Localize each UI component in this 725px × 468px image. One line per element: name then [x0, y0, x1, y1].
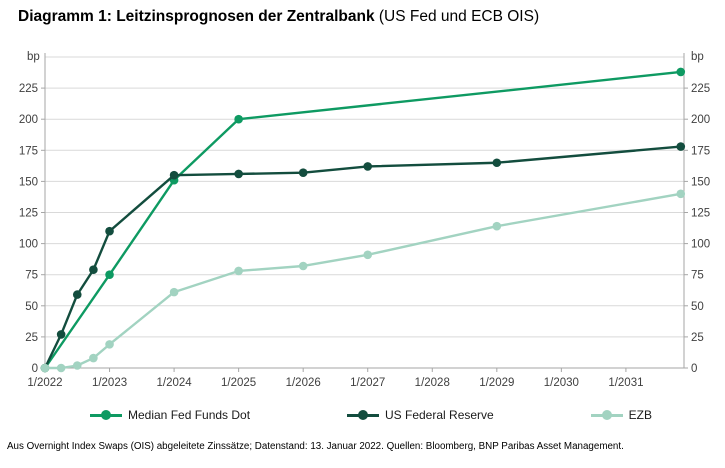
x-tick-label: 1/2031 [608, 377, 643, 389]
y-tick-label-left: 175 [19, 145, 38, 157]
data-point-us-federal-reserve [72, 290, 82, 299]
data-point-ezb [72, 361, 82, 370]
data-point-us-federal-reserve [234, 169, 243, 179]
y-tick-label-left: 100 [19, 239, 38, 251]
data-point-ezb [56, 363, 66, 373]
data-point-median-fed-funds-dot [234, 114, 243, 124]
y-tick-label-left: 125 [19, 208, 38, 220]
data-point-median-fed-funds-dot [676, 67, 686, 77]
legend-label: Median Fed Funds Dot [128, 408, 251, 422]
y-tick-label-right: 200 [691, 114, 710, 126]
data-point-ezb [492, 221, 502, 231]
y-axis-unit-label-left: bp [27, 51, 40, 63]
source-note: Aus Overnight Index Swaps (OIS) abgeleit… [7, 441, 624, 452]
y-tick-label-right: 150 [691, 176, 710, 188]
data-point-ezb [105, 340, 114, 349]
legend-marker-line [347, 410, 379, 420]
data-point-us-federal-reserve [492, 158, 502, 168]
x-tick-label: 1/2027 [350, 377, 385, 389]
y-tick-label-left: 75 [25, 270, 38, 282]
y-tick-label-right: 0 [691, 363, 697, 375]
x-tick-label: 1/2024 [156, 377, 192, 389]
x-tick-label: 1/2026 [286, 377, 321, 389]
y-tick-label-left: 200 [19, 114, 38, 126]
y-tick-label-right: 125 [691, 208, 710, 220]
data-point-us-federal-reserve [56, 330, 66, 339]
y-tick-label-left: 225 [19, 83, 38, 95]
data-point-ezb [676, 189, 686, 199]
y-tick-label-right: 25 [691, 332, 704, 344]
legend-item-median-fed-funds-dot: Median Fed Funds Dot [90, 408, 250, 422]
x-tick-label: 1/2029 [479, 377, 514, 389]
data-point-ezb [169, 287, 179, 297]
data-point-ezb [363, 250, 373, 260]
chart-title-suffix: (US Fed und ECB OIS) [374, 8, 540, 25]
line-chart-canvas: 0 0 25 25 50 50 75 75 100 100 125 125 150 150 175 175 20… [19, 53, 710, 389]
legend-label: EZB [628, 408, 652, 422]
y-tick-label-right: 225 [691, 83, 710, 95]
y-tick-label-left: 150 [19, 176, 38, 188]
series-line-median-fed-funds-dot [43, 70, 682, 370]
data-point-ezb [234, 266, 243, 276]
data-point-us-federal-reserve [169, 170, 179, 180]
y-tick-label-left: 50 [25, 301, 38, 313]
data-point-us-federal-reserve [363, 162, 373, 171]
x-tick-label: 1/2022 [27, 377, 62, 389]
series-line-ezb [43, 192, 682, 370]
y-axis-unit-label-right: bp [691, 51, 704, 63]
x-tick-label: 1/2023 [92, 377, 127, 389]
legend-marker-line [590, 410, 623, 420]
data-point-ezb [40, 363, 50, 373]
legend-marker-line [90, 410, 122, 420]
legend-marker-dot [358, 410, 368, 420]
y-tick-label-left: 25 [25, 332, 38, 344]
data-point-us-federal-reserve [676, 142, 686, 151]
legend-item-ezb: EZB [590, 408, 652, 422]
chart-title: Diagramm 1: Leitzinsprognosen der Zentra… [18, 8, 539, 26]
data-point-ezb [89, 353, 98, 363]
data-point-us-federal-reserve [298, 168, 308, 177]
chart-legend: Median Fed Funds Dot US Federal Reserve … [90, 408, 652, 422]
chart-title-main: Diagramm 1: Leitzinsprognosen der Zentra… [18, 8, 375, 25]
y-tick-label-left: 0 [32, 363, 38, 375]
y-tick-label-right: 50 [691, 301, 704, 313]
legend-item-us-federal-reserve: US Federal Reserve [347, 408, 494, 422]
data-point-median-fed-funds-dot [105, 270, 114, 280]
legend-label: US Federal Reserve [385, 408, 494, 422]
legend-marker-dot [601, 410, 612, 420]
y-tick-label-right: 75 [691, 270, 704, 282]
data-point-us-federal-reserve [89, 265, 98, 275]
y-tick-label-right: 175 [691, 145, 710, 157]
y-tick-label-right: 100 [691, 239, 710, 251]
x-tick-label: 1/2028 [415, 377, 450, 389]
x-tick-label: 1/2030 [544, 377, 579, 389]
legend-marker-dot [101, 410, 111, 420]
x-tick-label: 1/2025 [221, 377, 256, 389]
data-point-us-federal-reserve [105, 226, 114, 236]
data-point-ezb [298, 261, 308, 271]
series-line-us-federal-reserve [43, 145, 682, 370]
